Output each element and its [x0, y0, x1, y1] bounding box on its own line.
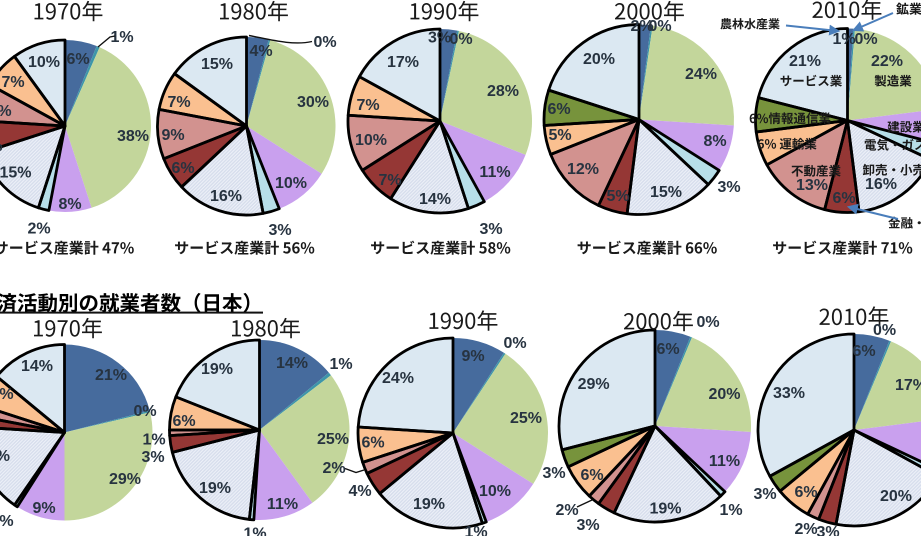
- svg-text:1%: 1%: [329, 356, 352, 373]
- svg-text:6%: 6%: [0, 138, 3, 155]
- svg-text:6%: 6%: [361, 434, 384, 451]
- svg-text:3%: 3%: [753, 486, 776, 503]
- svg-text:0%: 0%: [449, 31, 472, 48]
- svg-text:7%: 7%: [356, 97, 379, 114]
- svg-text:6%: 6%: [832, 190, 855, 207]
- svg-text:7%: 7%: [0, 103, 12, 120]
- svg-text:33%: 33%: [773, 385, 805, 402]
- svg-text:0%: 0%: [854, 31, 877, 48]
- svg-text:6%: 6%: [580, 467, 603, 484]
- svg-text:6%: 6%: [66, 51, 89, 68]
- svg-text:30%: 30%: [297, 94, 329, 111]
- svg-text:5%: 5%: [606, 188, 629, 205]
- svg-text:2%: 2%: [27, 220, 50, 237]
- svg-text:16%: 16%: [210, 188, 242, 205]
- svg-text:1%: 1%: [719, 502, 742, 519]
- svg-text:25%: 25%: [510, 410, 542, 427]
- svg-text:3%: 3%: [816, 524, 839, 536]
- svg-text:19%: 19%: [413, 496, 445, 513]
- svg-text:15%: 15%: [650, 184, 682, 201]
- svg-text:2%: 2%: [630, 18, 653, 35]
- svg-text:20%: 20%: [708, 386, 740, 403]
- svg-text:4%: 4%: [249, 43, 272, 60]
- svg-text:24%: 24%: [685, 66, 717, 83]
- svg-text:19%: 19%: [201, 361, 233, 378]
- svg-text:9%: 9%: [161, 127, 184, 144]
- svg-text:29%: 29%: [109, 471, 141, 488]
- svg-text:12%: 12%: [567, 161, 599, 178]
- svg-text:14%: 14%: [419, 191, 451, 208]
- svg-text:1%: 1%: [0, 513, 14, 530]
- svg-text:2%: 2%: [322, 460, 345, 477]
- svg-text:10%: 10%: [28, 54, 60, 71]
- svg-text:21%: 21%: [789, 53, 821, 70]
- svg-text:21%: 21%: [95, 367, 127, 384]
- svg-text:3%: 3%: [479, 221, 502, 238]
- svg-text:10%: 10%: [275, 175, 307, 192]
- svg-text:6%: 6%: [794, 484, 817, 501]
- svg-text:10%: 10%: [479, 483, 511, 500]
- svg-text:2%: 2%: [794, 521, 817, 536]
- svg-text:6%: 6%: [0, 386, 14, 403]
- svg-text:8%: 8%: [58, 196, 81, 213]
- svg-text:17%: 17%: [895, 377, 921, 394]
- svg-text:15%: 15%: [0, 448, 10, 465]
- svg-text:16%: 16%: [865, 176, 897, 193]
- svg-text:22%: 22%: [871, 53, 903, 70]
- svg-text:5%: 5%: [548, 127, 571, 144]
- svg-text:6%: 6%: [171, 160, 194, 177]
- svg-text:8%: 8%: [703, 133, 726, 150]
- svg-text:10%: 10%: [355, 132, 387, 149]
- svg-text:1%: 1%: [832, 31, 855, 48]
- svg-text:3%: 3%: [268, 222, 291, 239]
- svg-text:1%: 1%: [110, 29, 133, 46]
- svg-text:3%: 3%: [141, 449, 164, 466]
- svg-text:20%: 20%: [583, 51, 615, 68]
- svg-text:14%: 14%: [21, 358, 53, 375]
- svg-text:4%: 4%: [348, 483, 371, 500]
- svg-text:15%: 15%: [0, 164, 32, 181]
- svg-text:38%: 38%: [117, 128, 149, 145]
- svg-text:11%: 11%: [479, 164, 510, 181]
- svg-text:0%: 0%: [313, 34, 336, 51]
- svg-text:13%: 13%: [796, 177, 828, 194]
- svg-text:0%: 0%: [873, 322, 896, 339]
- svg-text:3%: 3%: [428, 29, 451, 46]
- svg-text:20%: 20%: [880, 488, 912, 505]
- svg-text:0%: 0%: [503, 335, 526, 352]
- svg-text:6%: 6%: [852, 343, 875, 360]
- svg-text:0%: 0%: [648, 18, 671, 35]
- svg-text:7%: 7%: [1, 74, 24, 91]
- svg-text:9%: 9%: [32, 500, 55, 517]
- svg-text:2%: 2%: [555, 502, 578, 519]
- svg-text:6%: 6%: [547, 101, 570, 118]
- svg-text:28%: 28%: [487, 83, 519, 100]
- svg-text:3%: 3%: [576, 517, 599, 534]
- svg-text:9%: 9%: [461, 348, 484, 365]
- svg-text:14%: 14%: [276, 355, 308, 372]
- svg-text:3%: 3%: [717, 179, 740, 196]
- svg-text:29%: 29%: [578, 376, 610, 393]
- svg-text:19%: 19%: [649, 500, 681, 517]
- svg-text:6%: 6%: [656, 341, 679, 358]
- svg-text:15%: 15%: [201, 56, 233, 73]
- svg-text:0%: 0%: [133, 403, 156, 420]
- svg-text:1%: 1%: [142, 431, 165, 448]
- svg-text:11%: 11%: [267, 496, 298, 513]
- svg-text:1%: 1%: [243, 525, 266, 536]
- svg-text:7%: 7%: [378, 172, 401, 189]
- svg-text:11%: 11%: [709, 453, 740, 470]
- svg-text:25%: 25%: [317, 431, 349, 448]
- svg-text:7%: 7%: [167, 94, 190, 111]
- svg-text:17%: 17%: [387, 54, 419, 71]
- svg-text:1%: 1%: [464, 524, 487, 536]
- svg-text:6%: 6%: [172, 413, 195, 430]
- svg-text:19%: 19%: [199, 480, 231, 497]
- svg-text:0%: 0%: [696, 314, 719, 331]
- svg-text:3%: 3%: [542, 465, 565, 482]
- svg-text:24%: 24%: [382, 370, 414, 387]
